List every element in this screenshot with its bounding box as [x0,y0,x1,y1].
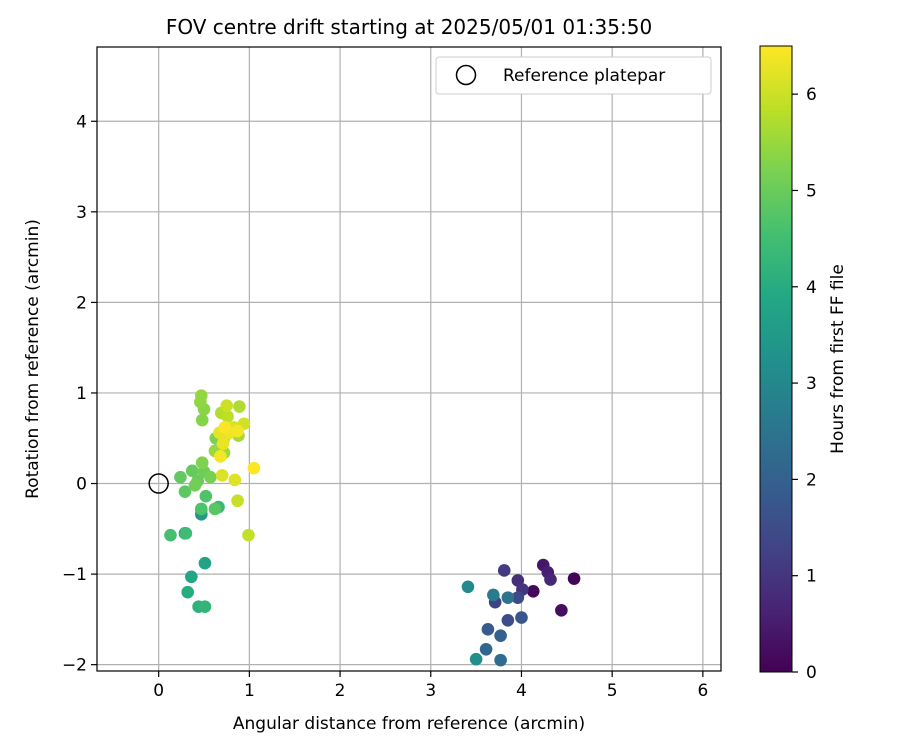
reference-platepar-marker [148,473,169,494]
reference-marker [148,473,169,494]
data-point [231,424,244,438]
colorbar-ticks: 0 1 2 3 4 5 6 [792,85,817,683]
data-point [220,399,233,412]
data-point [544,573,557,586]
x-tick-label: 1 [244,681,255,701]
data-point [526,585,540,598]
data-point [247,461,261,475]
data-point [497,564,511,577]
data-point [214,450,227,463]
x-axis-label: Angular distance from reference (arcmin) [233,714,585,734]
x-tick-label: 3 [425,681,436,701]
data-point [179,527,193,540]
data-point [221,410,234,423]
colorbar-tick-label: 5 [806,181,817,201]
data-point [195,456,209,469]
colorbar-tick-label: 0 [806,663,817,683]
legend-label: Reference platepar [503,66,665,86]
data-point [233,400,246,413]
data-point [195,389,208,402]
data-point [195,413,209,427]
data-point [199,489,213,503]
data-point [555,604,568,617]
y-axis: −2 −1 0 1 2 3 4 [62,112,97,676]
legend-box [435,56,712,95]
data-point [198,600,212,613]
data-point [195,502,208,516]
data-point [515,611,528,624]
data-point [242,528,255,542]
x-axis: 0 1 2 3 4 5 6 [153,671,708,701]
data-point [215,469,229,482]
data-point [469,652,483,666]
x-tick-label: 6 [697,681,708,701]
data-point [164,528,177,542]
colorbar-label: Hours from first FF file [828,264,848,454]
x-tick-label: 2 [335,681,346,701]
colorbar-tick-label: 6 [806,85,817,105]
data-point [567,572,581,585]
y-axis-label: Rotation from reference (arcmin) [23,219,43,499]
chart-title: FOV centre drift starting at 2025/05/01 … [166,15,652,39]
data-point [494,653,507,667]
y-tick-label: 3 [76,203,87,223]
data-point [178,485,192,498]
data-point [208,502,222,516]
data-point [216,437,230,450]
colorbar-tick-label: 1 [806,567,817,587]
data-point [481,623,495,636]
x-tick-label: 5 [607,681,618,701]
data-point [204,470,217,484]
plot-frame [96,46,722,672]
data-point [174,470,187,484]
y-tick-label: −2 [62,656,87,676]
data-point [218,421,232,434]
data-point [188,479,202,492]
legend-marker-icon [455,64,477,86]
data-point [487,588,500,602]
data-point [198,556,212,570]
data-point [479,642,493,656]
data-point [501,591,515,604]
data-points [164,389,581,667]
data-point [231,494,244,508]
data-point [511,591,525,604]
colorbar-tick-label: 3 [806,374,817,394]
data-point [185,570,198,584]
y-tick-label: −1 [62,565,87,585]
data-point [228,473,242,487]
y-tick-label: 4 [76,112,87,132]
legend: Reference platepar [435,56,712,95]
y-tick-label: 1 [76,384,87,404]
y-tick-label: 0 [76,475,87,495]
colorbar-tick-label: 4 [806,278,817,298]
x-tick-label: 4 [516,681,527,701]
colorbar: 0 1 2 3 4 5 6 Hours from first FF file [759,45,848,683]
data-point [461,580,475,594]
x-tick-label: 0 [153,681,164,701]
data-point [185,464,199,478]
colorbar-tick-label: 2 [806,470,817,490]
colorbar-gradient [759,45,793,673]
data-point [501,613,515,627]
data-point [494,629,507,642]
data-point [181,585,194,599]
y-tick-label: 2 [76,293,87,313]
